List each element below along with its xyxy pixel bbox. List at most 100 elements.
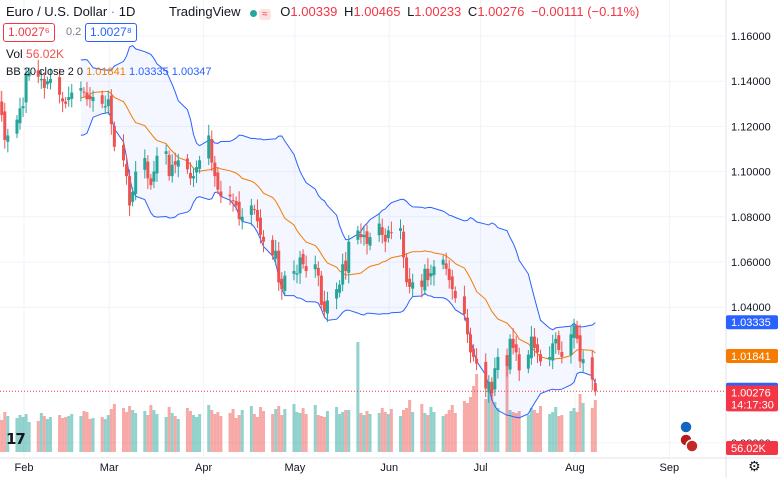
volume-bar [3,412,7,452]
candle [64,97,68,109]
candle [444,252,448,276]
volume-bar [383,412,387,452]
volume-bar [173,416,177,452]
volume-bar [121,408,125,452]
candle [325,291,329,323]
ohlc-h-label: H [344,4,354,19]
volume-bar [304,414,308,452]
volume-bar [399,416,402,452]
candle [85,81,89,106]
gear-icon[interactable]: ⚙ [748,458,761,474]
volume-bar [210,410,214,452]
price-tick-label: 1.14000 [731,76,771,88]
symbol-legend[interactable]: Euro / U.S. Dollar · 1D TradingView ≈ O1… [6,4,642,21]
volume-bar [535,413,539,452]
candle [426,258,430,287]
candle [45,76,49,89]
svg-text:1.03335: 1.03335 [731,317,771,329]
volume-bar [469,397,473,452]
candle [493,357,497,397]
candle [249,198,253,226]
candle [152,160,156,189]
volume-bar [493,402,497,452]
time-tick-label: May [285,462,306,474]
candle [429,264,433,286]
volume-bar [15,418,19,452]
candle [484,353,488,398]
candle [198,155,202,174]
ohlc-change: −0.00111 (−0.11%) [530,4,640,19]
svg-text:56.02K: 56.02K [731,443,767,455]
candle [465,309,469,343]
buy-button[interactable]: 1.0027⁸ [85,23,137,42]
candle [535,337,539,364]
bollinger-legend[interactable]: BB 20 close 2 0 1.01841 1.03335 1.00347 [6,66,212,78]
volume-bar [280,415,284,452]
sell-button[interactable]: 1.0027⁶ [3,23,55,42]
candle [6,128,10,153]
candle [21,97,25,117]
candle [24,67,28,114]
volume-bar [61,418,65,452]
volume-bar [508,410,512,452]
candle [304,255,308,278]
candle [517,347,521,382]
volume-bar [106,415,110,452]
symbol-name[interactable]: Euro / U.S. Dollar [6,4,108,19]
volume-bar [125,412,129,452]
volume-bar [18,415,22,452]
brand-label: TradingView [169,4,241,19]
volume-bar [240,410,244,452]
volume-bar [490,387,494,452]
bb-basis-value: 1.01841 [86,66,126,78]
volume-bar [128,406,132,452]
volume-bar [103,419,107,452]
currency-flags-icon[interactable] [679,420,699,453]
candlestick-series [0,59,597,403]
candle [557,330,561,355]
candle [283,271,287,296]
volume-bar [420,404,424,452]
bb-lower-value: 1.00347 [171,66,212,78]
volume-bar [207,405,211,452]
candle [121,134,125,167]
candle [146,155,150,190]
volume-bar [551,412,555,452]
price-tick-label: 1.16000 [731,31,771,43]
time-tick-label: Jul [474,462,488,474]
time-axis[interactable]: Feb Mar Apr May Jun Jul Aug Sep [15,462,680,474]
candle [82,87,86,98]
candle [280,272,284,300]
time-tick-label: Jun [380,462,398,474]
svg-text:1.00276: 1.00276 [731,387,771,399]
volume-legend[interactable]: Vol 56.02K [6,47,64,61]
volume-bar [450,405,454,452]
bollinger-lower-line [80,111,596,419]
volume-bar [64,417,68,452]
volume-bar [426,415,430,452]
candle [176,153,180,178]
candle [377,212,381,242]
interval-label[interactable]: 1D [118,4,136,19]
volume-bar [36,421,40,452]
candle [231,193,235,212]
candle [149,173,153,190]
ohlc-high: 1.00465 [353,4,401,19]
candle [91,90,95,112]
candle [207,124,211,166]
candle [125,155,129,185]
candle [359,223,363,244]
candle [475,348,479,371]
tradingview-logo-icon[interactable]: 17 [6,430,26,448]
volume-bar [258,407,262,452]
market-badge: ≈ [259,9,271,21]
market-status: ≈ [250,5,271,21]
candle [420,273,424,298]
candle [581,350,585,372]
candle [3,102,7,149]
volume-bar [472,386,476,452]
basis-price-tag: 1.01841 [726,348,778,363]
candle [185,153,189,174]
